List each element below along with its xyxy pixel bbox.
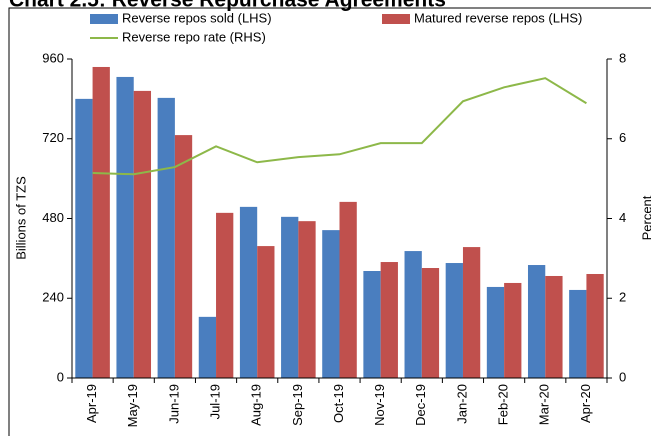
bar [174, 135, 193, 378]
x-tick-label: Jan-20 [454, 384, 469, 424]
bar [257, 246, 275, 378]
bar [545, 275, 563, 378]
y2-tick-label: 6 [619, 130, 626, 145]
bar [462, 247, 481, 378]
bar [216, 212, 234, 378]
x-tick-label: Aug-19 [249, 384, 264, 426]
x-tick-label: Jul-19 [207, 384, 222, 419]
x-tick-label: Jun-19 [166, 384, 181, 424]
line [92, 77, 587, 176]
y2-tick-label: 0 [619, 369, 626, 384]
y-tick-label: 960 [42, 50, 64, 65]
bar [298, 221, 316, 378]
bar [586, 273, 604, 378]
bar [92, 66, 110, 378]
chart-title: Chart 2.5: Reverse Repurchase Agreements [9, 0, 446, 12]
y-tick-label: 240 [42, 290, 64, 305]
bar [339, 201, 357, 378]
bar [281, 216, 299, 378]
chart-frame [8, 7, 651, 436]
bar [239, 206, 258, 378]
bar [569, 289, 587, 378]
bar [421, 268, 440, 378]
x-tick-label: Dec-19 [413, 384, 428, 426]
y-axis-label: Billions of TZS [13, 176, 28, 260]
bar [527, 265, 546, 378]
bar [380, 262, 398, 378]
bar [198, 316, 217, 378]
y-tick-label: 0 [57, 369, 64, 384]
x-tick-label: Sep-19 [290, 384, 305, 426]
y-tick-label: 720 [42, 130, 64, 145]
y2-tick-label: 4 [619, 210, 626, 225]
bar [75, 98, 93, 378]
legend-swatch [382, 14, 410, 24]
x-tick-label: Apr-19 [84, 384, 99, 423]
y2-tick-label: 8 [619, 50, 626, 65]
x-tick-label: Oct-19 [331, 384, 346, 423]
x-tick-label: May-19 [125, 384, 140, 427]
legend-label: Reverse repos sold (LHS) [122, 10, 272, 25]
legend-swatch [90, 14, 118, 24]
x-tick-label: Mar-20 [537, 384, 552, 425]
x-tick-label: Nov-19 [372, 384, 387, 426]
bar [157, 97, 175, 379]
bar [404, 251, 422, 378]
legend-label: Reverse repo rate (RHS) [122, 29, 266, 44]
bar [445, 263, 463, 378]
bar [116, 76, 134, 378]
x-tick-label: Feb-20 [496, 384, 511, 425]
y2-tick-label: 2 [619, 290, 626, 305]
bar [504, 282, 522, 378]
bar [322, 230, 340, 378]
bar [133, 90, 152, 379]
legend-label: Matured reverse repos (LHS) [414, 10, 582, 25]
bar [486, 286, 505, 378]
y-tick-label: 480 [42, 210, 64, 225]
y2-axis-label: Percent [639, 195, 651, 240]
bar [363, 271, 381, 378]
x-tick-label: Apr-20 [578, 384, 593, 423]
